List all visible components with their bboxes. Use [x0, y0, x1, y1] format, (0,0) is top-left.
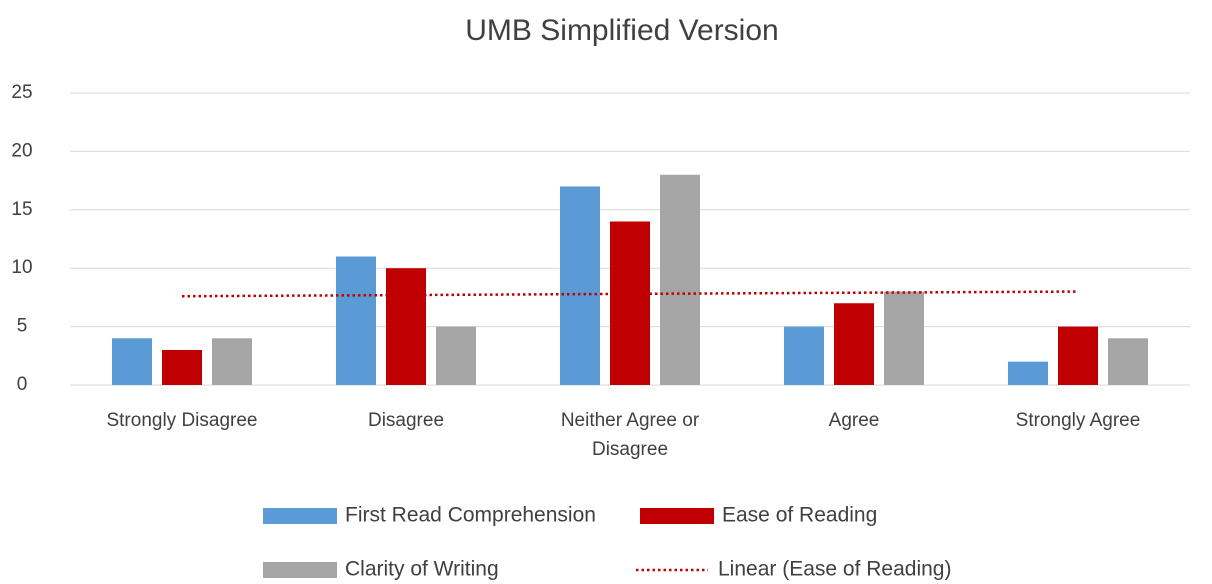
x-tick-label: Disagree: [367, 410, 445, 431]
bar: [162, 349, 202, 385]
x-tick-label: Strongly Agree: [1015, 410, 1141, 431]
y-tick-label: 0: [17, 374, 28, 395]
legend-swatch: [640, 508, 714, 524]
legend-label: Linear (Ease of Reading): [718, 558, 951, 581]
bar: [212, 338, 252, 385]
legend-swatch: [263, 508, 337, 524]
y-tick-label: 10: [11, 257, 32, 278]
bar: [112, 338, 152, 385]
trend-line: [181, 290, 1079, 298]
bar: [784, 326, 824, 385]
bar: [660, 174, 700, 385]
chart-title: UMB Simplified Version: [465, 14, 778, 47]
bar: [386, 268, 426, 385]
bar: [1108, 338, 1148, 385]
legend-label: First Read Comprehension: [345, 504, 596, 527]
bar: [436, 326, 476, 385]
legend-label: Ease of Reading: [722, 504, 877, 527]
bar: [834, 303, 874, 385]
bar: [1058, 326, 1098, 385]
bar: [560, 186, 600, 385]
bar: [884, 291, 924, 385]
y-tick-label: 20: [11, 140, 32, 161]
legend-swatch: [263, 562, 337, 578]
bar: [610, 221, 650, 385]
y-tick-label: 25: [11, 82, 32, 103]
y-tick-label: 5: [17, 316, 28, 337]
x-tick-label: Strongly Disagree: [106, 410, 258, 431]
legend-label: Clarity of Writing: [345, 558, 499, 581]
bar: [1008, 361, 1048, 385]
y-tick-label: 15: [11, 199, 32, 220]
x-tick-label: Neither Agree or Disagree: [560, 410, 700, 460]
x-tick-label: Agree: [828, 410, 880, 431]
bar: [336, 256, 376, 385]
